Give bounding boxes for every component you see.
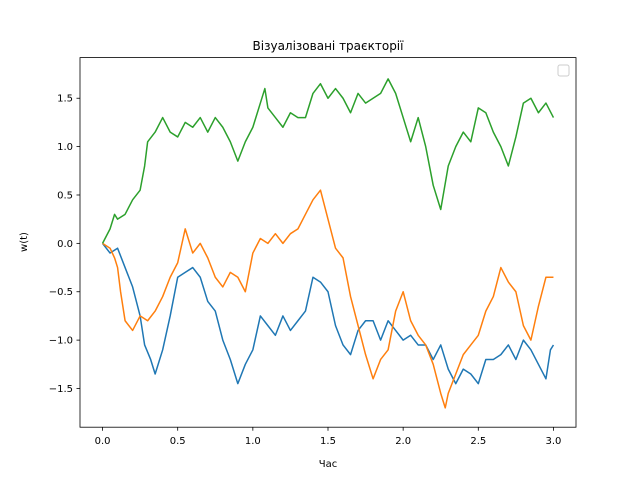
y-tick-label: 1.5	[57, 94, 73, 105]
chart-title: Візуалізовані траєкторії	[253, 39, 405, 53]
x-tick-label: 3.0	[546, 436, 562, 447]
x-tick-label: 1.5	[320, 436, 336, 447]
y-tick-label: −1.5	[49, 384, 73, 395]
x-tick-label: 1.0	[245, 436, 261, 447]
x-tick-label: 0.5	[170, 436, 186, 447]
series-line-3	[101, 78, 555, 244]
y-tick-label: 1.0	[57, 142, 73, 153]
x-axis-title: Час	[319, 459, 337, 470]
series-line-2	[102, 189, 554, 409]
x-tick-label: 2.5	[470, 436, 486, 447]
series-line-1	[101, 242, 555, 385]
y-tick-label: 0.0	[57, 239, 73, 250]
y-axis: −1.5 −1.0 −0.5 0.0 0.5 1.0 1.5	[49, 94, 80, 395]
x-axis: 0.0 0.5 1.0 1.5 2.0 2.5 3.0	[95, 427, 562, 447]
series-layer	[101, 78, 555, 409]
y-tick-label: 0.5	[57, 190, 73, 201]
y-tick-label: −0.5	[49, 287, 73, 298]
y-axis-title: w(t)	[19, 232, 30, 252]
y-tick-label: −1.0	[49, 336, 73, 347]
x-tick-label: 0.0	[95, 436, 111, 447]
x-tick-label: 2.0	[395, 436, 411, 447]
legend-box	[557, 64, 570, 77]
